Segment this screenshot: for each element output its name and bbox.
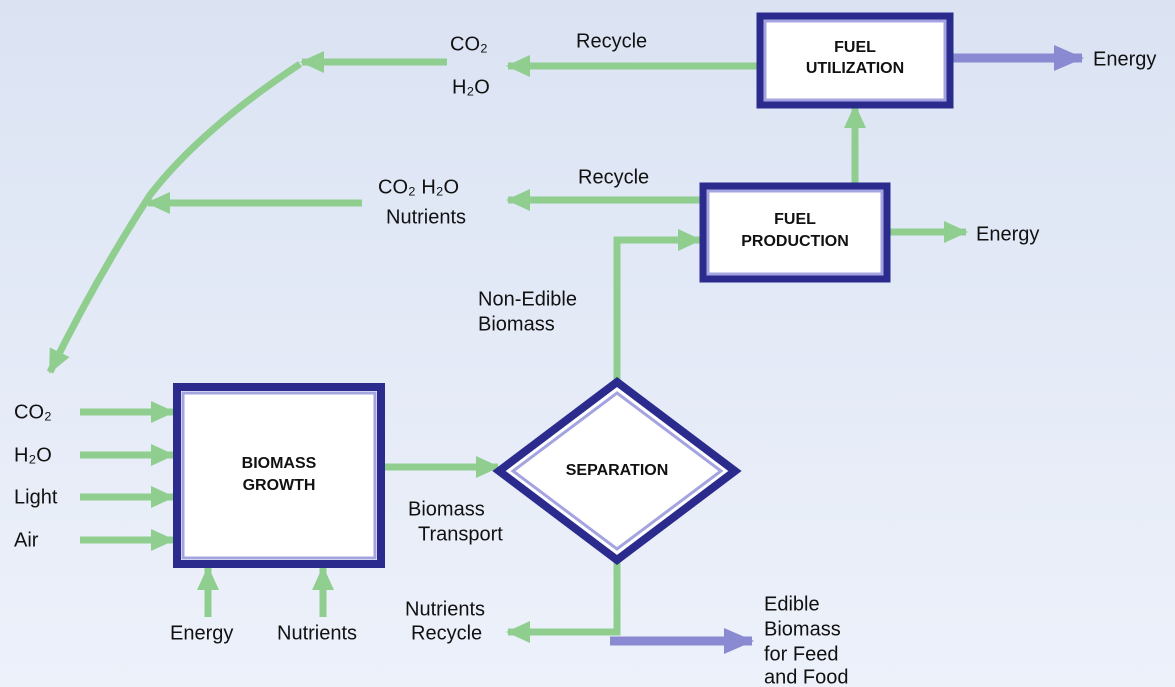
box-label: BIOMASS — [242, 455, 317, 472]
label: Energy — [170, 622, 233, 644]
arrow — [613, 229, 702, 382]
arrows — [46, 45, 1084, 654]
label: Recycle — [411, 622, 482, 644]
arrow — [46, 61, 302, 374]
label: Transport — [418, 523, 503, 545]
box-label: FUEL — [774, 211, 816, 228]
label: Nutrients — [386, 206, 466, 228]
label: Recycle — [576, 30, 647, 52]
box-label: FUEL — [834, 39, 876, 56]
label: for Feed — [764, 643, 838, 665]
separation-diamond: SEPARATION — [492, 376, 742, 566]
label: Nutrients — [405, 598, 485, 620]
label: Energy — [1093, 48, 1156, 70]
label: Light — [14, 486, 58, 508]
label: and Food — [764, 666, 849, 687]
fuel-production-box: FUEL PRODUCTION — [699, 182, 891, 283]
box-label: GROWTH — [243, 477, 316, 494]
label: CO₂ — [14, 401, 52, 423]
label: Energy — [976, 223, 1039, 245]
labels: CO₂ H₂O Recycle Energy Recycle CO₂ H₂O N… — [14, 30, 1156, 687]
label: Biomass — [408, 498, 485, 520]
label: CO₂ H₂O — [378, 176, 459, 198]
label: CO₂ — [450, 33, 488, 55]
label: Edible — [764, 593, 820, 615]
label: Air — [14, 529, 39, 551]
arrow — [506, 560, 621, 643]
label: Biomass — [478, 313, 555, 335]
label: H₂O — [452, 76, 490, 98]
label: Nutrients — [277, 622, 357, 644]
fuel-utilization-box: FUEL UTILIZATION — [756, 12, 954, 109]
label: Non-Edible — [478, 288, 577, 310]
box-label: UTILIZATION — [806, 60, 904, 77]
biomass-growth-box: BIOMASS GROWTH — [173, 383, 385, 568]
box-label: SEPARATION — [566, 462, 669, 479]
box-label: PRODUCTION — [741, 233, 849, 250]
label: Recycle — [578, 166, 649, 188]
label: H₂O — [14, 444, 52, 466]
label: Biomass — [764, 618, 841, 640]
